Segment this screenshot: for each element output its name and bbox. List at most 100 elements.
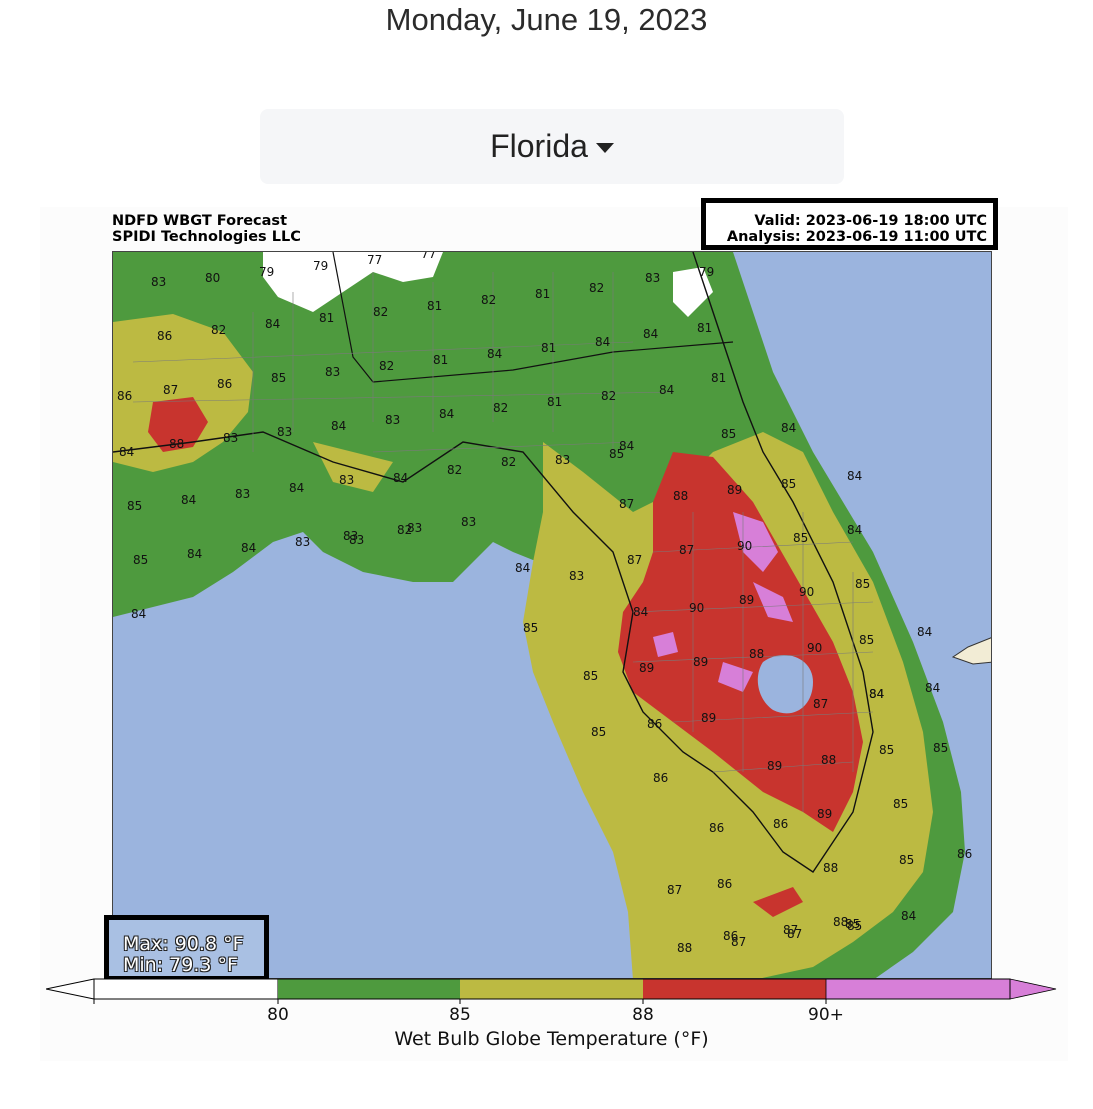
map-value-label: 83 (349, 533, 364, 547)
map-value-label: 88 (677, 941, 692, 955)
colorbar-segment-88-90 (643, 979, 826, 999)
map-value-label: 83 (339, 473, 354, 487)
map-value-label: 77 (367, 253, 382, 267)
map-value-label: 86 (653, 771, 668, 785)
region-dropdown[interactable]: Florida (260, 109, 844, 184)
land-red-central (618, 452, 863, 832)
map-value-label: 87 (627, 553, 642, 567)
map-value-label: 89 (739, 593, 754, 607)
map-value-label: 84 (847, 469, 862, 483)
map-value-label: 90 (689, 601, 704, 615)
map-title: NDFD WBGT Forecast SPIDI Technologies LL… (112, 213, 301, 245)
land-pink-3 (718, 662, 753, 692)
land-pink-2 (753, 582, 793, 622)
map-value-label: 84 (619, 439, 634, 453)
map-value-label: 81 (427, 299, 442, 313)
map-value-label: 85 (899, 853, 914, 867)
map-value-label: 90 (799, 585, 814, 599)
map-value-label: 86 (647, 717, 662, 731)
map-value-label: 87 (163, 383, 178, 397)
land-white-ne (673, 267, 713, 317)
map-value-label: 84 (847, 523, 862, 537)
colorbar-above-extension (825, 978, 1057, 1000)
map-value-label: 87 (667, 883, 682, 897)
map-value-label: 83 (385, 413, 400, 427)
map-value-label: 84 (265, 317, 280, 331)
map-value-label: 83 (343, 529, 358, 543)
map-value-label: 81 (541, 341, 556, 355)
map-value-label: 77 (421, 252, 436, 261)
lake-okeechobee (757, 654, 813, 714)
map-value-label: 86 (709, 821, 724, 835)
page-date: Monday, June 19, 2023 (385, 2, 708, 37)
map-value-label: 80 (205, 271, 220, 285)
map-value-label: 81 (319, 311, 334, 325)
map-value-label: 89 (693, 655, 708, 669)
analysis-time: Analysis: 2023-06-19 11:00 UTC (726, 229, 987, 245)
map-timestamp-box: Valid: 2023-06-19 18:00 UTC Analysis: 20… (701, 198, 998, 250)
map-value-label: 84 (289, 481, 304, 495)
map-value-label: 82 (501, 455, 516, 469)
map-value-label: 81 (433, 353, 448, 367)
colorbar-segment-85-88 (460, 979, 643, 999)
map-value-label: 85 (855, 577, 870, 591)
colorbar-frame (93, 978, 1011, 1000)
map-value-label: 85 (859, 633, 874, 647)
map-value-label: 88 (169, 437, 184, 451)
map-value-label: 84 (119, 445, 134, 459)
map-value-labels: 83 80 79 79 77 77 83 79 86 82 84 81 82 8… (117, 252, 972, 955)
map-value-label: 85 (933, 741, 948, 755)
land-white-north (263, 252, 443, 312)
map-value-label: 83 (645, 271, 660, 285)
map-value-label: 82 (211, 323, 226, 337)
map-value-label: 86 (217, 377, 232, 391)
map-value-label: 82 (373, 305, 388, 319)
map-value-label: 89 (817, 807, 832, 821)
map-value-label: 83 (277, 425, 292, 439)
map-value-label: 84 (925, 681, 940, 695)
map-value-label: 85 (127, 499, 142, 513)
wbgt-map: 83 80 79 79 77 77 83 79 86 82 84 81 82 8… (112, 251, 992, 979)
map-value-label: 84 (131, 607, 146, 621)
map-value-label: 79 (313, 259, 328, 273)
map-value-label: 82 (601, 389, 616, 403)
map-value-label: 84 (643, 327, 658, 341)
map-value-label: 84 (241, 541, 256, 555)
map-value-label: 83 (407, 521, 422, 535)
map-value-label: 88 (749, 647, 764, 661)
map-value-label: 83 (555, 453, 570, 467)
map-value-label: 83 (295, 535, 310, 549)
map-value-label: 89 (767, 759, 782, 773)
map-value-label: 84 (901, 909, 916, 923)
map-value-label: 83 (151, 275, 166, 289)
map-value-label: 87 (619, 497, 634, 511)
map-title-line2: SPIDI Technologies LLC (112, 229, 301, 245)
map-value-label: 82 (589, 281, 604, 295)
colorbar (46, 978, 1057, 1004)
map-value-label: 84 (515, 561, 530, 575)
state-boundary (332, 252, 734, 383)
map-value-label: 84 (487, 347, 502, 361)
map-value-label: 86 (117, 389, 132, 403)
map-value-label: 84 (917, 625, 932, 639)
map-value-label: 87 (787, 927, 802, 941)
colorbar-title: Wet Bulb Globe Temperature (°F) (394, 1028, 709, 1050)
map-value-label: 81 (697, 321, 712, 335)
map-value-label: 81 (547, 395, 562, 409)
colorbar-below-extension (46, 978, 279, 1000)
map-value-label: 86 (957, 847, 972, 861)
map-value-label: 83 (325, 365, 340, 379)
map-value-label: 88 (833, 915, 848, 929)
map-value-label: 87 (731, 935, 746, 949)
island-east (951, 637, 991, 665)
land-pink-1 (733, 512, 778, 572)
map-value-label: 82 (481, 293, 496, 307)
map-value-label: 85 (721, 427, 736, 441)
coastline (113, 252, 874, 873)
map-value-label: 85 (271, 371, 286, 385)
map-value-label: 84 (439, 407, 454, 421)
max-min-stats: Max: 90.8 °F Min: 79.3 °F (104, 915, 269, 981)
map-value-label: 84 (181, 493, 196, 507)
colorbar-segment-80-85 (278, 979, 460, 999)
map-value-label: 83 (569, 569, 584, 583)
